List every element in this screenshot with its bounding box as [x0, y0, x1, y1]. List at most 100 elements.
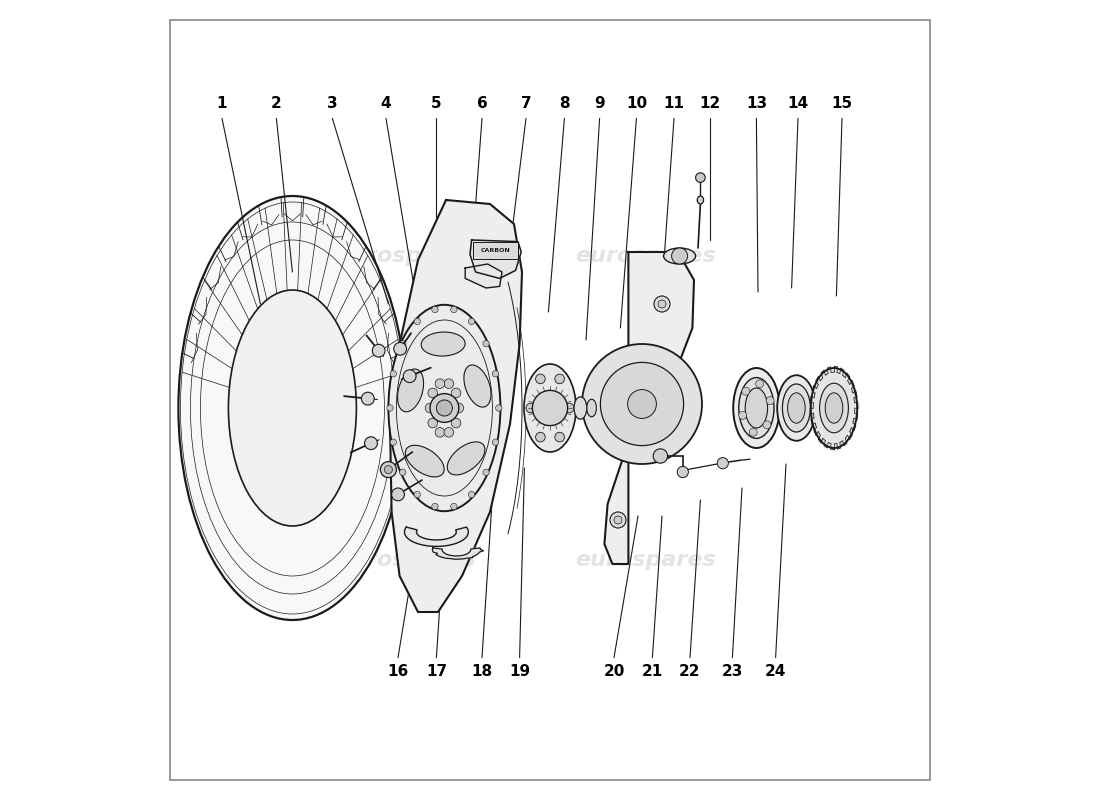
Text: CARBON: CARBON: [481, 248, 510, 253]
Circle shape: [554, 432, 564, 442]
Text: 20: 20: [603, 665, 625, 679]
Circle shape: [444, 427, 453, 437]
Polygon shape: [390, 200, 522, 612]
Circle shape: [695, 173, 705, 182]
Circle shape: [749, 428, 757, 436]
Text: 8: 8: [559, 97, 570, 111]
Circle shape: [653, 449, 668, 463]
Circle shape: [362, 392, 374, 405]
Circle shape: [536, 432, 546, 442]
Circle shape: [483, 341, 490, 347]
Text: 1: 1: [217, 97, 228, 111]
Text: 18: 18: [472, 665, 493, 679]
Circle shape: [444, 379, 453, 389]
Circle shape: [672, 248, 688, 264]
Circle shape: [493, 370, 498, 377]
Ellipse shape: [574, 397, 586, 419]
Ellipse shape: [820, 383, 848, 433]
Text: 22: 22: [680, 665, 701, 679]
Circle shape: [582, 344, 702, 464]
Text: eurospares: eurospares: [336, 246, 476, 266]
Circle shape: [384, 466, 393, 474]
Text: 13: 13: [746, 97, 767, 111]
Circle shape: [717, 458, 728, 469]
Text: 15: 15: [832, 97, 852, 111]
Circle shape: [414, 491, 420, 498]
Text: eurospares: eurospares: [575, 550, 716, 570]
Circle shape: [614, 516, 622, 524]
Text: 5: 5: [431, 97, 442, 111]
Ellipse shape: [739, 378, 774, 438]
Circle shape: [390, 370, 396, 377]
Circle shape: [496, 405, 502, 411]
Text: 19: 19: [509, 665, 530, 679]
Text: 14: 14: [788, 97, 808, 111]
Ellipse shape: [388, 305, 500, 511]
Circle shape: [756, 380, 763, 388]
Text: 7: 7: [520, 97, 531, 111]
Circle shape: [483, 469, 490, 475]
Circle shape: [432, 306, 438, 313]
Circle shape: [610, 512, 626, 528]
Text: 16: 16: [387, 665, 408, 679]
Circle shape: [451, 503, 456, 510]
Ellipse shape: [734, 368, 780, 448]
Ellipse shape: [697, 196, 704, 204]
Circle shape: [469, 491, 475, 498]
Ellipse shape: [405, 446, 444, 477]
Circle shape: [428, 418, 438, 428]
Circle shape: [451, 418, 461, 428]
Ellipse shape: [782, 384, 811, 432]
Circle shape: [601, 362, 683, 446]
Circle shape: [364, 437, 377, 450]
Circle shape: [394, 342, 407, 355]
Circle shape: [767, 397, 774, 405]
Ellipse shape: [586, 399, 596, 417]
Text: 4: 4: [381, 97, 392, 111]
Text: eurospares: eurospares: [336, 550, 476, 570]
Circle shape: [451, 306, 456, 313]
Circle shape: [399, 341, 406, 347]
Text: eurospares: eurospares: [575, 246, 716, 266]
Circle shape: [399, 469, 406, 475]
Circle shape: [428, 388, 438, 398]
Text: 12: 12: [700, 97, 720, 111]
Circle shape: [404, 370, 416, 382]
Circle shape: [738, 411, 747, 419]
Circle shape: [432, 503, 438, 510]
Polygon shape: [470, 240, 521, 278]
Text: 9: 9: [594, 97, 605, 111]
Circle shape: [741, 387, 750, 395]
Circle shape: [372, 344, 385, 357]
Ellipse shape: [397, 369, 424, 412]
Circle shape: [454, 403, 463, 413]
Ellipse shape: [229, 290, 356, 526]
Text: 17: 17: [426, 665, 447, 679]
Circle shape: [532, 390, 568, 426]
Text: 21: 21: [641, 665, 663, 679]
Circle shape: [564, 403, 574, 413]
Ellipse shape: [178, 196, 406, 620]
Text: 23: 23: [722, 665, 744, 679]
Ellipse shape: [448, 442, 485, 475]
Circle shape: [654, 296, 670, 312]
Ellipse shape: [811, 368, 857, 448]
Ellipse shape: [778, 375, 815, 441]
Circle shape: [763, 421, 771, 429]
Text: 2: 2: [271, 97, 282, 111]
Ellipse shape: [524, 364, 576, 452]
Ellipse shape: [421, 332, 465, 356]
Text: 10: 10: [626, 97, 647, 111]
Ellipse shape: [745, 388, 768, 428]
FancyBboxPatch shape: [473, 242, 518, 259]
Circle shape: [678, 466, 689, 478]
Ellipse shape: [825, 393, 843, 423]
Circle shape: [536, 374, 546, 384]
Circle shape: [436, 379, 444, 389]
Circle shape: [554, 374, 564, 384]
Ellipse shape: [788, 393, 805, 423]
Polygon shape: [465, 264, 502, 288]
Text: 6: 6: [476, 97, 487, 111]
Circle shape: [430, 394, 459, 422]
Circle shape: [390, 439, 396, 446]
